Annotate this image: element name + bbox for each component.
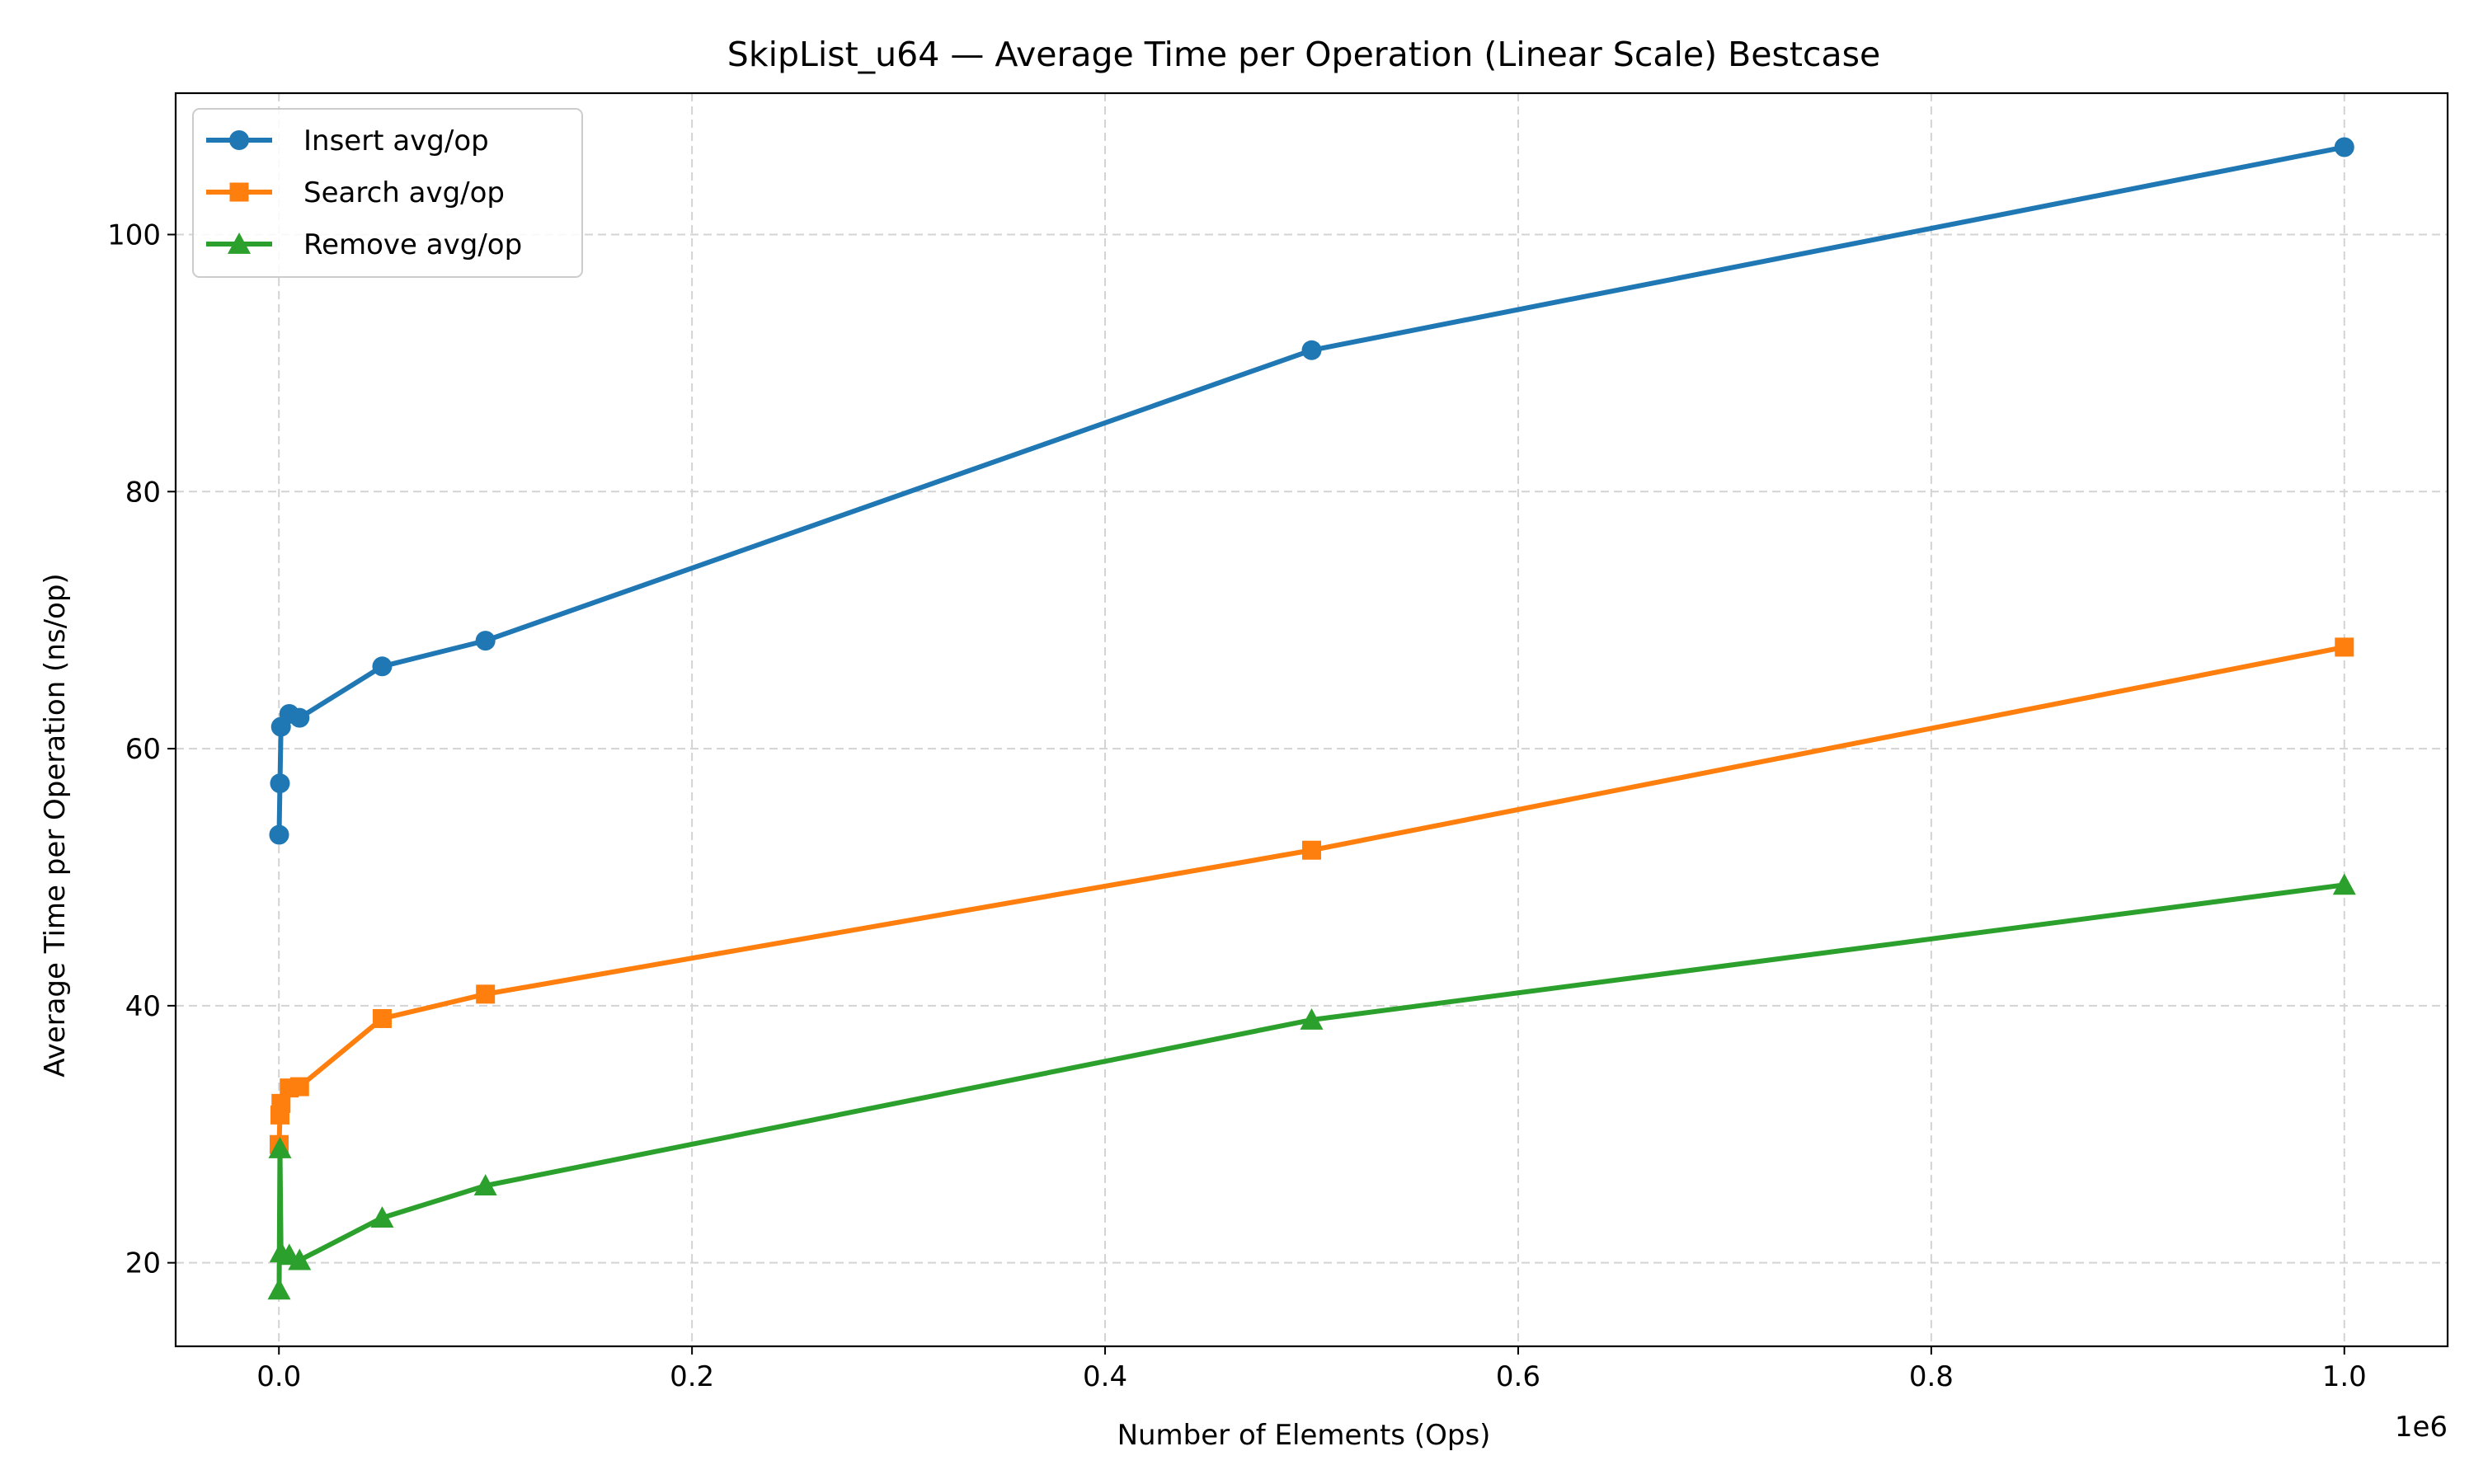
data-point (473, 1174, 497, 1196)
x-tick-label: 1.0 (2322, 1360, 2367, 1393)
plot-area (174, 92, 2449, 1348)
data-point (289, 1077, 309, 1097)
axes-ticks: 0.0 0.2 0.4 0.6 0.8 1.0 20 40 60 80 100 (107, 218, 2367, 1393)
legend-item: Insert avg/op (206, 124, 489, 157)
legend-marker (229, 182, 249, 202)
y-tick-label: 60 (125, 733, 161, 766)
legend-item: Remove avg/op (206, 228, 522, 261)
legend-marker (229, 130, 249, 150)
x-tick-label: 0.4 (1083, 1360, 1127, 1393)
data-point (270, 773, 290, 794)
data-point (288, 1248, 312, 1270)
data-point (476, 984, 496, 1004)
chart-title: SkipList_u64 — Average Time per Operatio… (727, 35, 1880, 74)
data-point (372, 1008, 392, 1028)
y-tick-label: 100 (107, 218, 161, 251)
x-tick-label: 0.6 (1496, 1360, 1540, 1393)
legend-box (192, 108, 583, 278)
x-axis-label: Number of Elements (Ops) (1117, 1419, 1491, 1452)
data-point (268, 1136, 292, 1158)
x-tick-label: 0.8 (1909, 1360, 1954, 1393)
series-1 (269, 137, 2354, 845)
data-point (267, 1278, 291, 1300)
legend-label: Search avg/op (303, 176, 505, 209)
x-tick-label: 0.2 (670, 1360, 714, 1393)
y-tick-label: 20 (125, 1247, 161, 1280)
x-axis-offset-label: 1e6 (2395, 1411, 2448, 1444)
series-2 (269, 637, 2354, 1154)
legend-label: Remove avg/op (303, 228, 522, 261)
x-tick-label: 0.0 (256, 1360, 301, 1393)
data-point (372, 656, 393, 677)
series-3 (267, 873, 2356, 1300)
legend-label: Insert avg/op (303, 124, 489, 157)
data-point (289, 707, 310, 728)
data-point (1302, 840, 1321, 860)
y-axis-label: Average Time per Operation (ns/op) (39, 573, 72, 1077)
legend-marker (228, 232, 251, 254)
data-point (2334, 137, 2354, 157)
data-point (271, 1093, 291, 1113)
data-point (2335, 637, 2354, 657)
data-point (475, 631, 496, 651)
y-tick-label: 80 (125, 476, 161, 509)
legend: Insert avg/op Search avg/op Remove avg/op (192, 108, 583, 278)
data-point (1301, 340, 1322, 360)
legend-item: Search avg/op (206, 176, 505, 209)
data-point (269, 824, 289, 845)
data-point (370, 1206, 394, 1228)
data-point (1300, 1008, 1324, 1030)
y-tick-label: 40 (125, 990, 161, 1023)
series-group (267, 137, 2356, 1300)
data-point (2332, 873, 2356, 895)
